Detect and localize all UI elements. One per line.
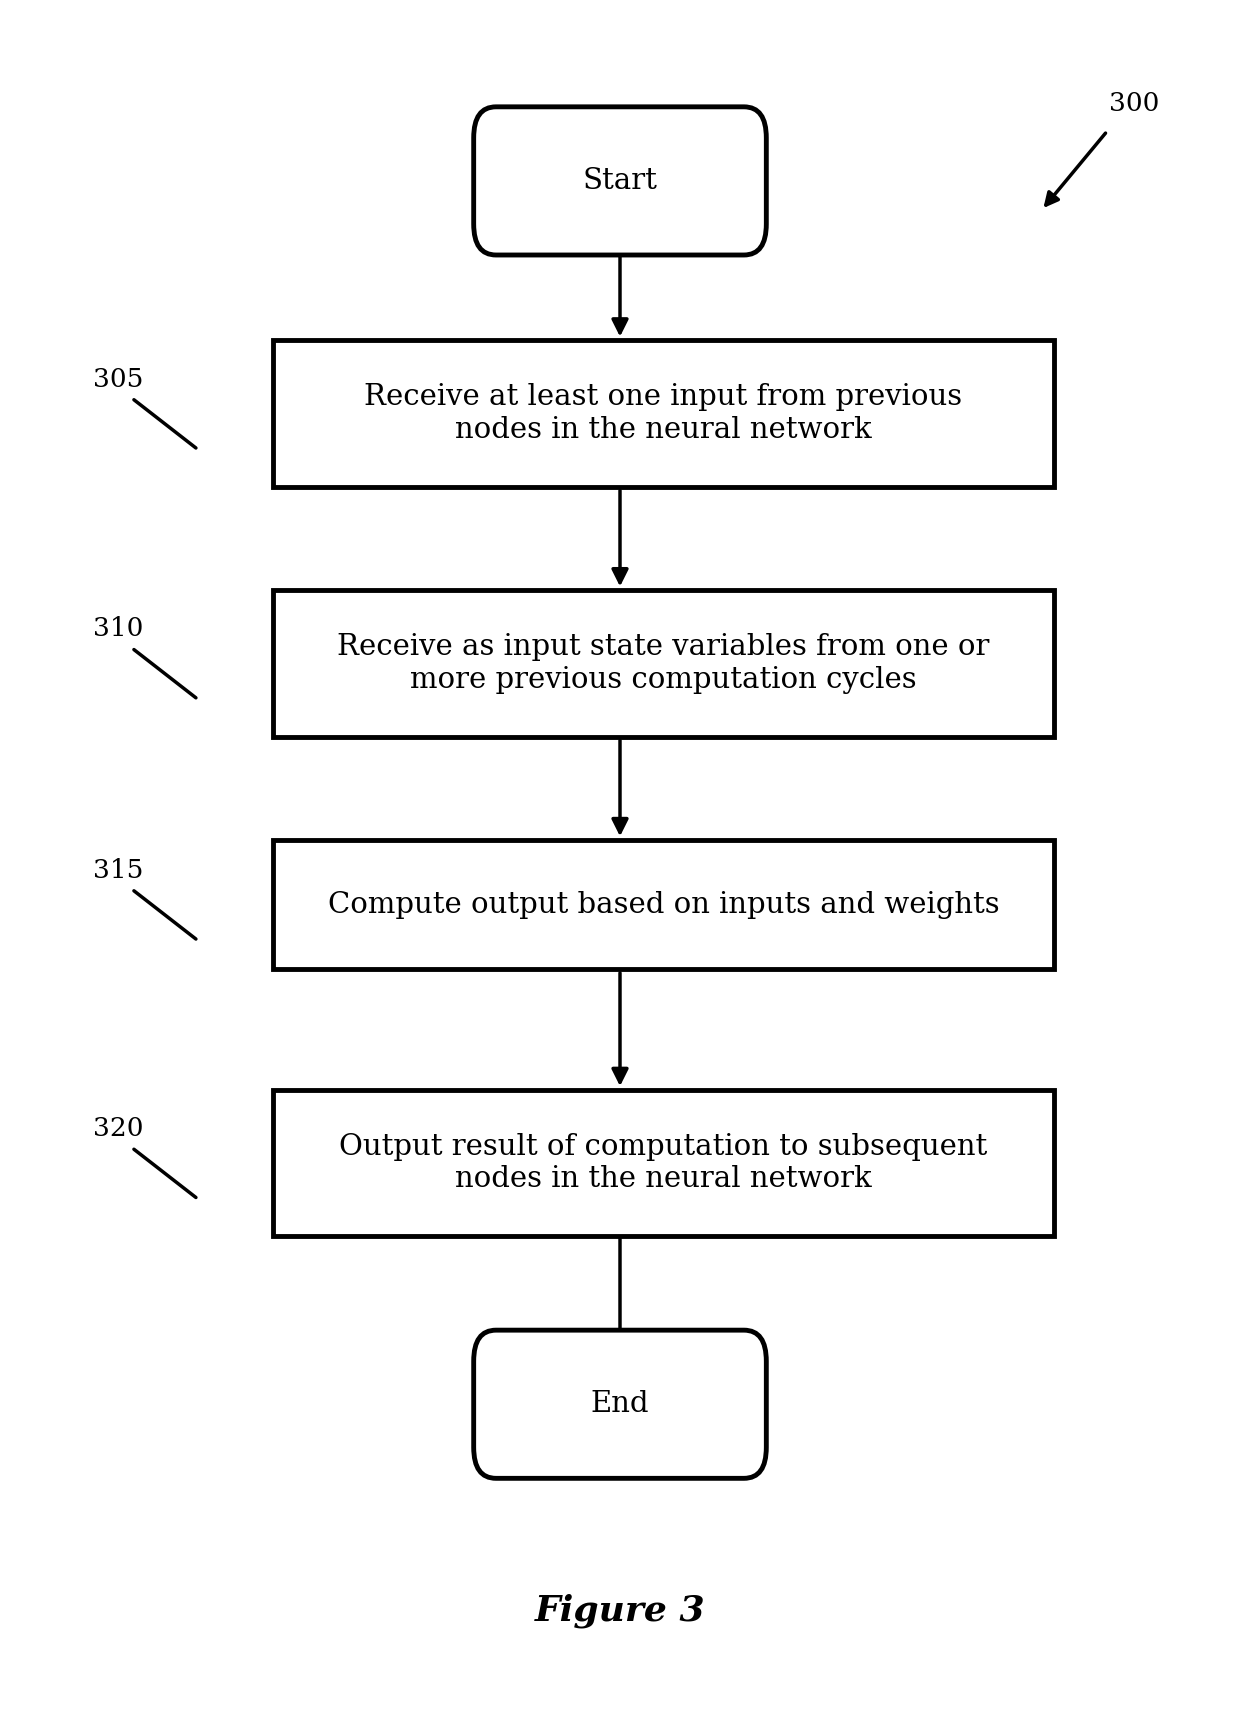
Text: 320: 320 bbox=[93, 1117, 144, 1141]
Text: 305: 305 bbox=[93, 367, 144, 391]
Text: Receive at least one input from previous
nodes in the neural network: Receive at least one input from previous… bbox=[365, 383, 962, 445]
Bar bbox=[273, 841, 1054, 968]
Text: Start: Start bbox=[583, 167, 657, 195]
Text: End: End bbox=[590, 1390, 650, 1418]
Bar bbox=[273, 589, 1054, 737]
Bar bbox=[273, 1089, 1054, 1237]
Text: Receive as input state variables from one or
more previous computation cycles: Receive as input state variables from on… bbox=[337, 632, 990, 694]
Text: 310: 310 bbox=[93, 617, 144, 641]
Text: 315: 315 bbox=[93, 858, 144, 882]
Text: Figure 3: Figure 3 bbox=[534, 1594, 706, 1628]
Bar bbox=[273, 341, 1054, 486]
Text: Output result of computation to subsequent
nodes in the neural network: Output result of computation to subseque… bbox=[340, 1132, 987, 1194]
Text: Compute output based on inputs and weights: Compute output based on inputs and weigh… bbox=[327, 891, 999, 918]
FancyBboxPatch shape bbox=[474, 107, 766, 255]
FancyBboxPatch shape bbox=[474, 1330, 766, 1478]
Text: 300: 300 bbox=[1110, 91, 1159, 115]
